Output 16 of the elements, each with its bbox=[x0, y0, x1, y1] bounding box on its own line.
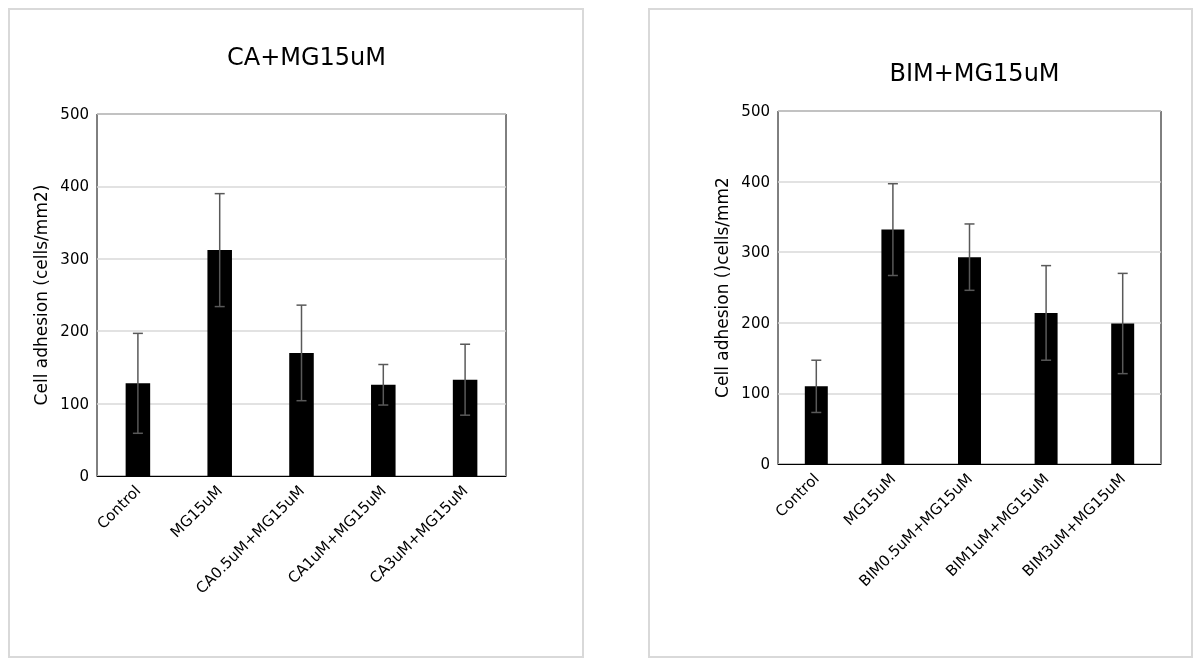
y-tick-label: 0 bbox=[79, 467, 89, 485]
y-tick-label: 400 bbox=[741, 172, 770, 191]
y-tick-label: 300 bbox=[741, 243, 770, 262]
y-axis-title: Cell adhesion (cells/mm2) bbox=[30, 184, 51, 406]
y-tick-label: 500 bbox=[741, 102, 770, 120]
y-tick-label: 300 bbox=[60, 249, 89, 268]
chart-title: BIM+MG15uM bbox=[889, 59, 1060, 87]
y-tick-label: 100 bbox=[741, 384, 770, 403]
y-tick-label: 0 bbox=[760, 455, 770, 473]
y-tick-label: 400 bbox=[60, 177, 89, 196]
y-tick-label: 500 bbox=[60, 105, 89, 123]
y-axis-title: Cell adhesion ()cells/mm2 bbox=[711, 177, 732, 398]
chart-title: CA+MG15uM bbox=[226, 43, 387, 71]
y-tick-label: 200 bbox=[60, 322, 89, 341]
y-tick-label: 100 bbox=[60, 394, 89, 413]
y-tick-label: 200 bbox=[741, 313, 770, 332]
